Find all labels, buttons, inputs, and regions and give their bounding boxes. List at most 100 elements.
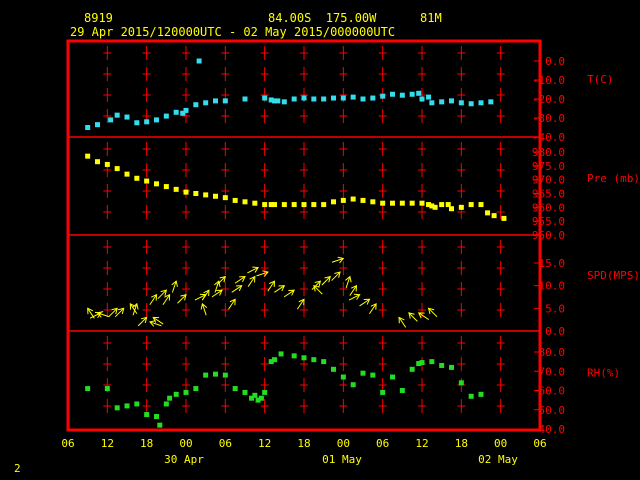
data-point <box>350 196 356 202</box>
y-tick-label: 50.0 <box>539 404 566 417</box>
data-point <box>163 113 169 119</box>
data-point <box>340 197 346 203</box>
x-tick-label: 12 <box>258 437 271 450</box>
wind-arrow-shaft <box>152 316 164 325</box>
data-point <box>262 389 268 395</box>
wind-arrow-shaft <box>201 303 207 316</box>
wind-arrow-head <box>345 275 352 283</box>
x-tick-label: 06 <box>376 437 389 450</box>
data-point <box>268 202 274 208</box>
wind-arrow-shaft <box>256 271 269 277</box>
data-point <box>203 192 209 198</box>
x-tick-label: 00 <box>494 437 507 450</box>
data-point <box>390 374 395 380</box>
data-point <box>340 374 346 380</box>
wind-arrow-head <box>314 280 322 287</box>
wind-arrow-shaft <box>296 298 305 310</box>
y-tick-label: 40.0 <box>539 423 566 436</box>
y-tick-label: 965.0 <box>532 188 565 201</box>
time-range: 29 Apr 2015/120000UTC - 02 May 2015/0000… <box>70 25 396 39</box>
station-location: 84.00S 175.00W <box>268 11 377 25</box>
data-point <box>272 98 277 104</box>
data-point <box>108 117 114 123</box>
data-point <box>468 202 474 208</box>
wind-arrow-shaft <box>201 289 210 301</box>
data-point <box>154 117 159 123</box>
y-tick-label: 0.0 <box>545 55 565 68</box>
data-point <box>167 395 173 401</box>
wind-arrow-head <box>298 298 305 306</box>
data-point <box>144 178 150 184</box>
data-point <box>173 109 179 115</box>
wind-arrow-head <box>262 270 269 277</box>
data-point <box>478 391 484 397</box>
wind-arrow-head <box>160 289 168 296</box>
y-tick-label: -20.0 <box>532 93 565 106</box>
data-point <box>449 364 454 370</box>
wind-arrow-head <box>203 289 210 297</box>
data-point <box>258 395 264 401</box>
wind-arrow-shaft <box>321 276 331 286</box>
data-point <box>291 96 297 102</box>
data-point <box>409 91 415 97</box>
data-point <box>380 93 386 99</box>
data-point <box>193 386 199 392</box>
wind-arrow-shaft <box>247 267 259 274</box>
data-point <box>278 351 284 357</box>
data-point <box>104 386 110 392</box>
wind-arrow-head <box>398 316 405 324</box>
data-point <box>340 95 346 101</box>
y-tick-label: 960.0 <box>532 201 565 214</box>
data-point <box>301 95 307 101</box>
wind-arrow-shaft <box>247 276 256 287</box>
wind-arrow-shaft <box>418 312 429 320</box>
wind-arrow-shaft <box>137 317 148 327</box>
data-point <box>321 96 327 102</box>
wind-arrow-head <box>117 307 125 315</box>
wind-arrow-shaft <box>177 294 187 304</box>
x-tick-label: 06 <box>533 437 546 450</box>
wind-arrow-shaft <box>194 294 206 301</box>
wind-arrow-shaft <box>157 289 167 300</box>
data-point <box>144 412 150 418</box>
data-point <box>275 98 281 104</box>
wind-arrow-head <box>164 293 171 301</box>
wind-arrow-head <box>278 285 286 292</box>
data-point <box>114 112 120 118</box>
data-point <box>255 397 261 403</box>
x-tick-label: 00 <box>337 437 350 450</box>
data-point <box>213 371 218 377</box>
data-point <box>429 100 435 106</box>
x-tick-label: 00 <box>179 437 192 450</box>
data-point <box>360 370 366 376</box>
wind-arrow-head <box>200 302 208 310</box>
wind-arrow-head <box>363 298 371 305</box>
y-tick-label: 80.0 <box>539 346 566 359</box>
wind-arrow-head <box>370 302 377 310</box>
data-point <box>268 97 274 103</box>
data-point <box>124 114 130 120</box>
wind-arrow-shaft <box>331 257 344 263</box>
wind-arrow-head <box>239 276 246 283</box>
wind-arrow-shaft <box>114 307 125 318</box>
data-point <box>419 96 425 102</box>
y-tick-label: -10.0 <box>532 74 565 87</box>
wind-arrow-shaft <box>369 303 377 315</box>
x-tick-label: 06 <box>61 437 74 450</box>
data-point <box>183 189 189 195</box>
data-point <box>419 360 425 366</box>
wind-arrow-head <box>94 311 102 319</box>
data-point <box>183 107 189 113</box>
wind-arrow-head <box>252 266 259 273</box>
data-point <box>370 95 376 101</box>
wind-arrow-head <box>152 316 160 323</box>
station-id: 8919 <box>84 11 113 25</box>
data-point <box>291 353 297 359</box>
y-tick-label: 5.0 <box>545 302 565 315</box>
data-point <box>157 422 163 428</box>
data-point <box>213 193 218 199</box>
data-point <box>416 90 422 96</box>
data-point <box>488 99 494 105</box>
data-point <box>439 99 445 105</box>
wind-arrow-shaft <box>211 289 223 298</box>
